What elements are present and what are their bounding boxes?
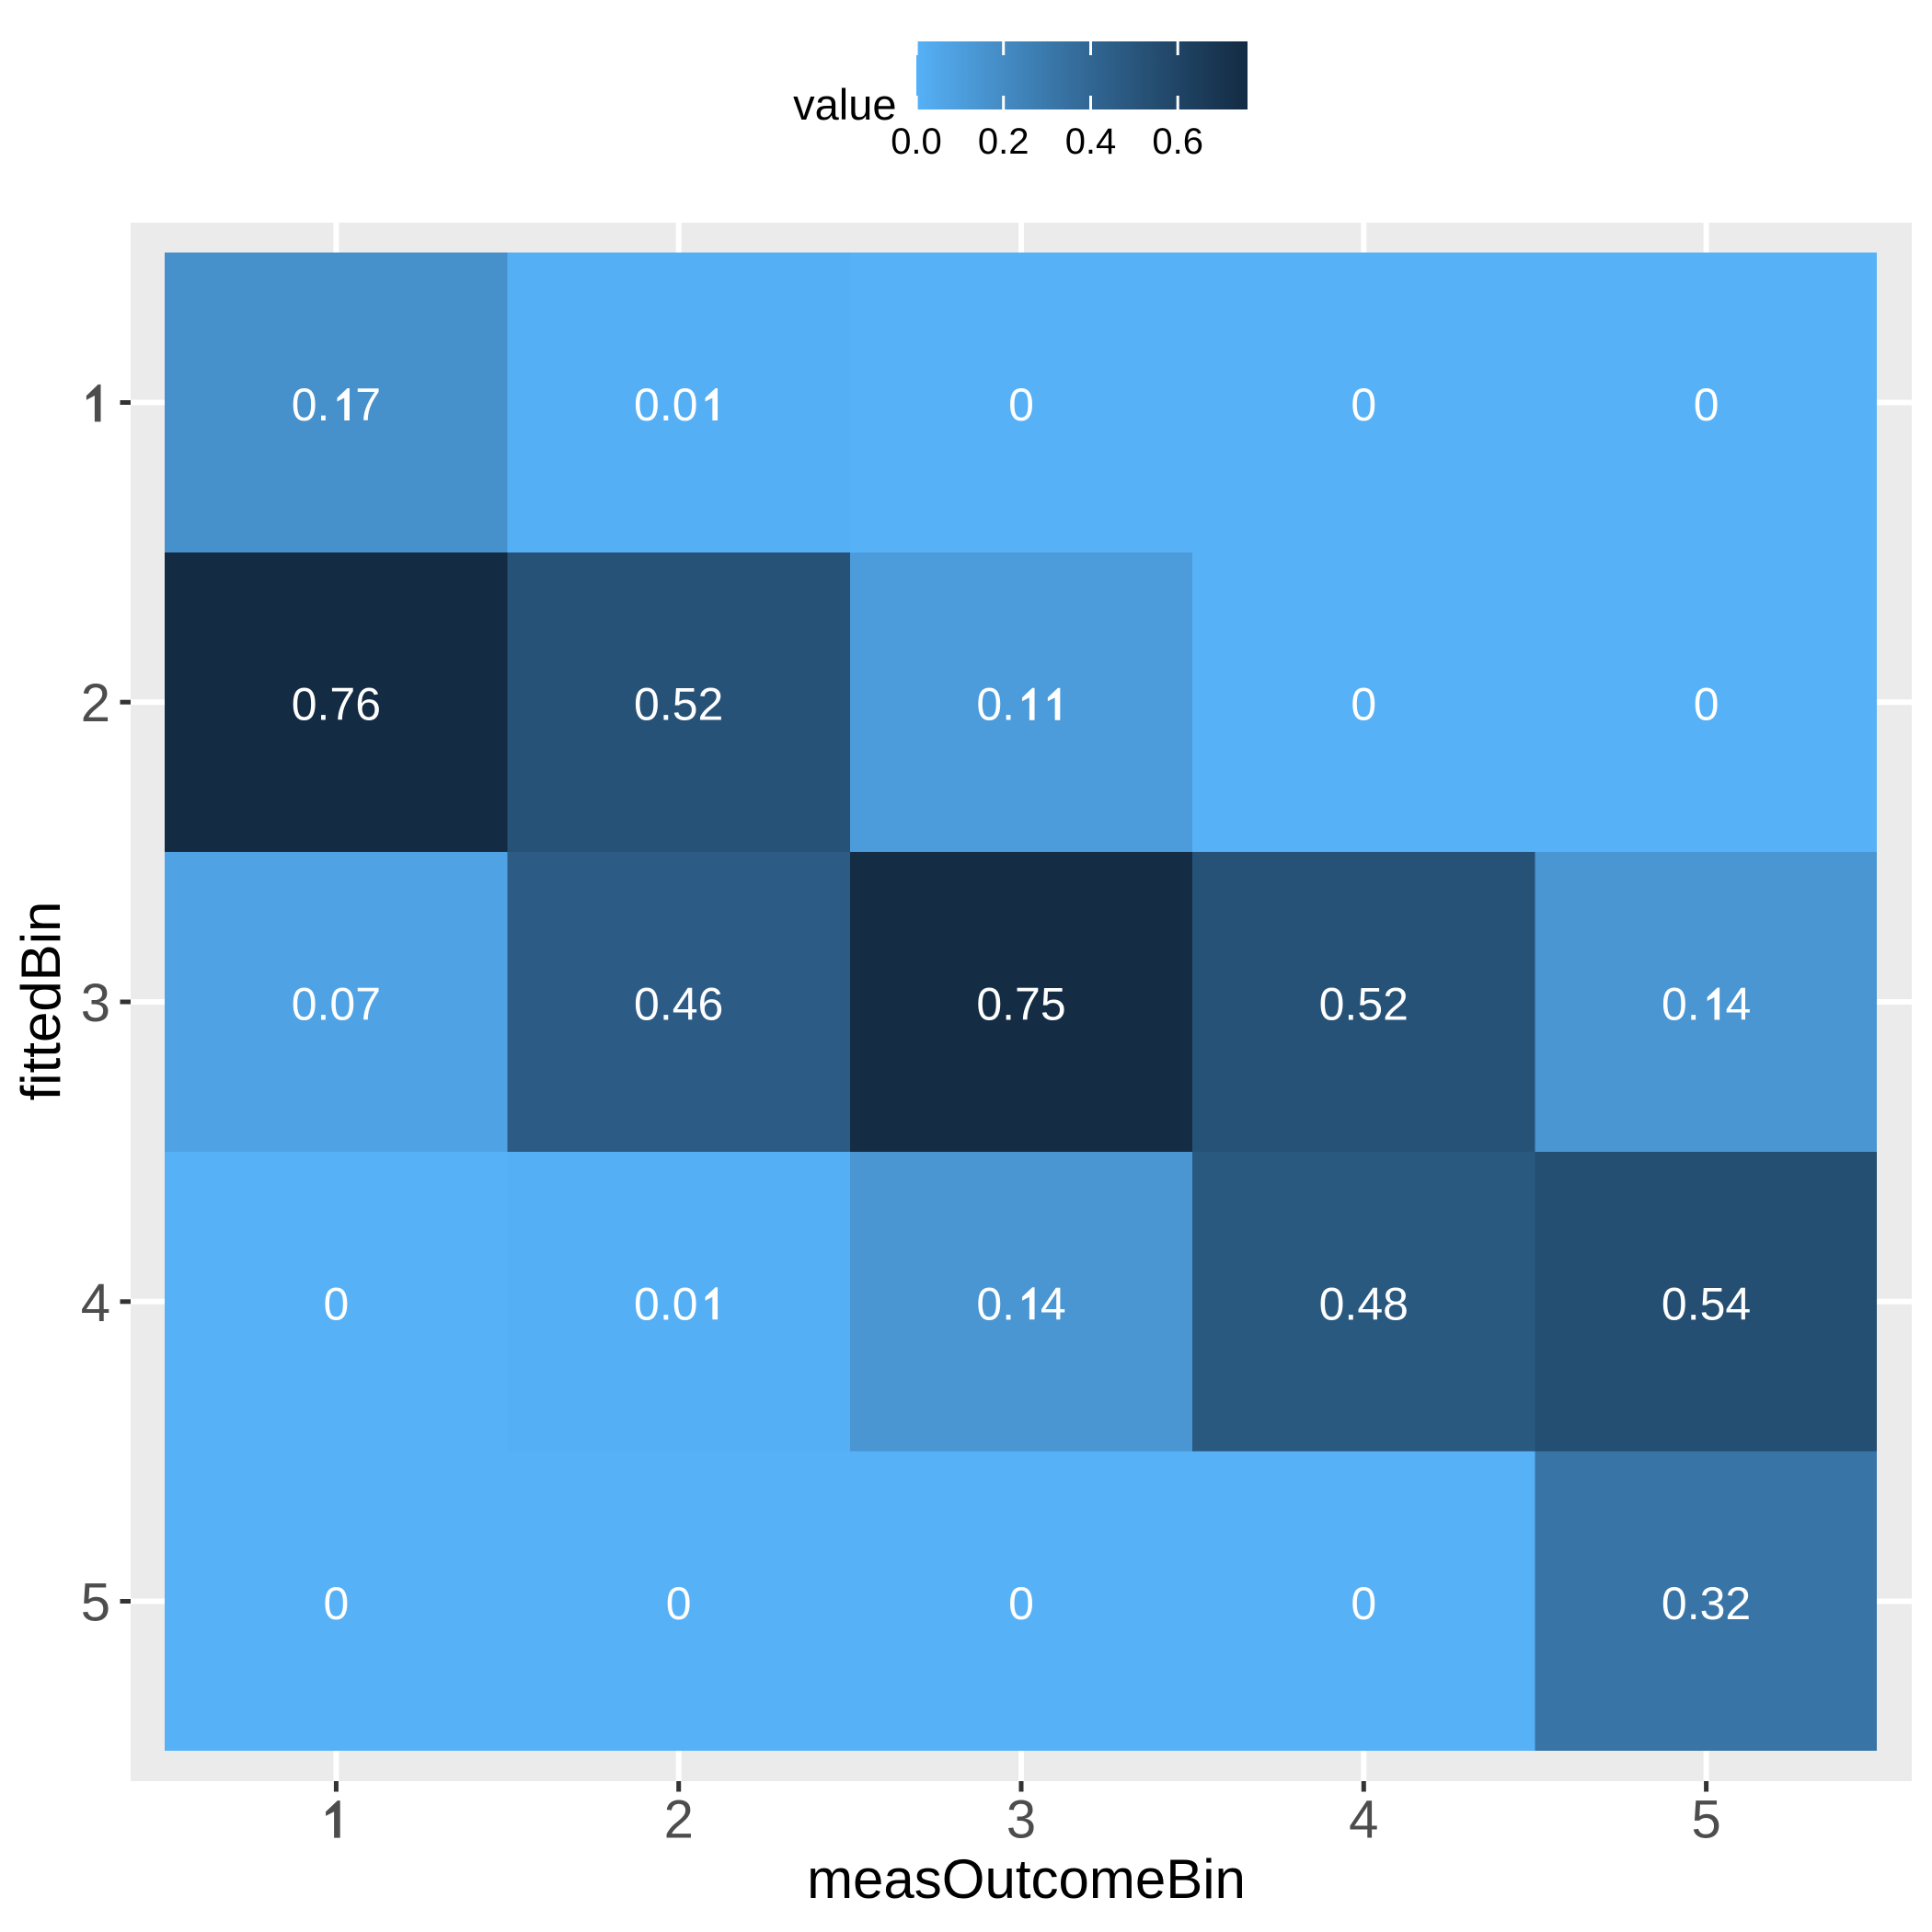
svg-text:0.: 0. [976, 1278, 1015, 1329]
svg-text:0: 0 [1694, 679, 1719, 730]
svg-text:3: 3 [81, 973, 110, 1033]
svg-text:0.54: 0.54 [1662, 1278, 1751, 1329]
svg-text:0.: 0. [1662, 979, 1700, 1030]
svg-text:0: 0 [1351, 1578, 1376, 1629]
svg-text:0.46: 0.46 [634, 979, 723, 1030]
svg-text:0.2: 0.2 [978, 121, 1029, 162]
svg-text:2: 2 [81, 673, 110, 733]
svg-text:7: 7 [355, 379, 381, 431]
svg-text:value: value [793, 80, 896, 129]
svg-text:0.52: 0.52 [1319, 979, 1409, 1030]
svg-text:0: 0 [323, 1578, 349, 1629]
svg-text:0.0: 0.0 [634, 379, 698, 431]
svg-text:0.32: 0.32 [1662, 1578, 1751, 1629]
svg-text:0: 0 [323, 1278, 349, 1329]
svg-text:0: 0 [1351, 379, 1376, 431]
svg-text:0: 0 [666, 1578, 692, 1629]
svg-text:0: 0 [1351, 679, 1376, 730]
svg-text:0.4: 0.4 [1065, 121, 1117, 162]
svg-text:0.: 0. [976, 679, 1015, 730]
svg-text:0: 0 [1008, 379, 1034, 431]
svg-text:4: 4 [1041, 1278, 1066, 1329]
svg-text:0.07: 0.07 [292, 979, 381, 1030]
svg-text:4: 4 [1725, 979, 1751, 1030]
svg-text:4: 4 [81, 1273, 110, 1333]
svg-text:5: 5 [81, 1573, 110, 1633]
svg-text:0.48: 0.48 [1319, 1278, 1409, 1329]
svg-text:0.76: 0.76 [292, 679, 381, 730]
svg-text:0.75: 0.75 [976, 979, 1065, 1030]
svg-text:2: 2 [664, 1790, 694, 1850]
svg-text:0.0: 0.0 [891, 121, 942, 162]
svg-text:4: 4 [1349, 1790, 1378, 1850]
svg-text:measOutcomeBin: measOutcomeBin [807, 1848, 1246, 1910]
svg-text:0: 0 [1694, 379, 1719, 431]
svg-text:3: 3 [1006, 1790, 1036, 1850]
svg-text:0.52: 0.52 [634, 679, 723, 730]
svg-text:0.6: 0.6 [1152, 121, 1203, 162]
svg-text:5: 5 [1691, 1790, 1720, 1850]
svg-text:0.0: 0.0 [634, 1278, 698, 1329]
svg-text:fittedBin: fittedBin [10, 902, 72, 1101]
svg-text:0.: 0. [292, 379, 330, 431]
svg-text:0: 0 [1008, 1578, 1034, 1629]
